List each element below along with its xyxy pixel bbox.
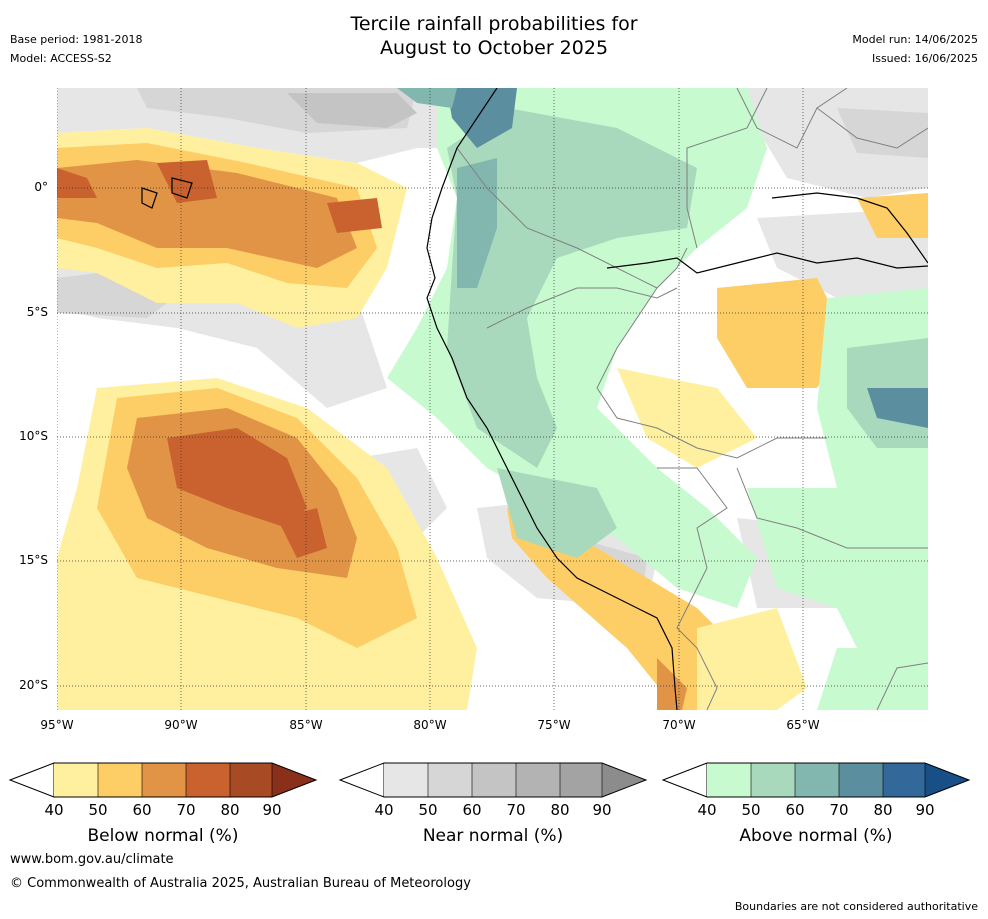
colorbar-below — [8, 762, 318, 798]
lon-label-70w: 70°W — [662, 718, 696, 732]
colorbars — [8, 762, 971, 798]
above-normal-title: Above normal (%) — [739, 826, 893, 846]
near-normal-title: Near normal (%) — [422, 826, 564, 846]
below-tick-60: 60 — [132, 801, 152, 819]
chart-title: Tercile rainfall probabilities for Augus… — [0, 12, 988, 60]
lon-label-75w: 75°W — [537, 718, 571, 732]
website-link[interactable]: www.bom.gov.au/climate — [10, 852, 174, 867]
colorbar-above — [661, 762, 971, 798]
below-normal-regions — [57, 128, 928, 710]
lon-label-80w: 80°W — [413, 718, 447, 732]
near-tick-50: 50 — [418, 801, 438, 819]
country-borders — [456, 88, 928, 710]
graticule — [57, 88, 928, 710]
lat-label-5s: 5°S — [26, 305, 48, 319]
above-normal-regions — [387, 88, 928, 710]
disclaimer-text: Boundaries are not considered authoritat… — [734, 900, 978, 913]
model-name: Model: ACCESS-S2 — [10, 52, 112, 65]
colorbar-near — [338, 762, 648, 798]
title-line-2: August to October 2025 — [379, 37, 609, 59]
model-run: Model run: 14/06/2025 — [852, 33, 978, 46]
near-tick-70: 70 — [506, 801, 526, 819]
map-canvas — [57, 88, 928, 710]
lon-label-95w: 95°W — [40, 718, 74, 732]
issued-date: Issued: 16/06/2025 — [871, 52, 978, 65]
above-tick-90: 90 — [915, 801, 935, 819]
lon-label-90w: 90°W — [164, 718, 198, 732]
near-tick-80: 80 — [550, 801, 570, 819]
lat-label-0: 0° — [34, 180, 48, 194]
rainfall-map — [57, 88, 928, 710]
near-tick-40: 40 — [374, 801, 394, 819]
below-tick-90: 90 — [262, 801, 282, 819]
lon-label-65w: 65°W — [786, 718, 820, 732]
base-period: Base period: 1981-2018 — [10, 33, 143, 46]
lat-label-15s: 15°S — [19, 553, 48, 567]
below-tick-70: 70 — [176, 801, 196, 819]
above-tick-60: 60 — [785, 801, 805, 819]
near-tick-60: 60 — [462, 801, 482, 819]
copyright-text: © Commonwealth of Australia 2025, Austra… — [10, 876, 471, 891]
lon-label-85w: 85°W — [289, 718, 323, 732]
above-tick-50: 50 — [741, 801, 761, 819]
above-tick-40: 40 — [697, 801, 717, 819]
below-normal-title: Below normal (%) — [87, 826, 239, 846]
above-tick-80: 80 — [873, 801, 893, 819]
coastline — [141, 88, 928, 710]
below-tick-50: 50 — [88, 801, 108, 819]
lat-label-10s: 10°S — [19, 429, 48, 443]
title-line-1: Tercile rainfall probabilities for — [350, 13, 638, 35]
above-tick-70: 70 — [829, 801, 849, 819]
lat-label-20s: 20°S — [19, 678, 48, 692]
below-tick-40: 40 — [44, 801, 64, 819]
near-tick-90: 90 — [592, 801, 612, 819]
below-tick-80: 80 — [220, 801, 240, 819]
